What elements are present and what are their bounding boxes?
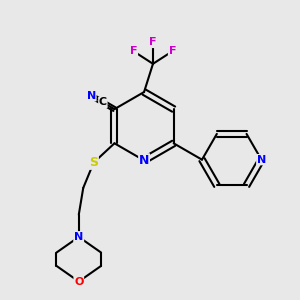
Text: O: O	[74, 277, 83, 286]
Text: S: S	[89, 156, 98, 169]
Text: N: N	[74, 232, 83, 242]
Text: N: N	[74, 232, 83, 242]
Text: N: N	[257, 155, 266, 165]
Text: F: F	[169, 46, 176, 56]
Text: C: C	[99, 98, 107, 107]
Text: F: F	[130, 46, 137, 56]
Text: N: N	[87, 91, 96, 101]
Text: F: F	[149, 38, 157, 47]
Text: N: N	[139, 154, 149, 167]
